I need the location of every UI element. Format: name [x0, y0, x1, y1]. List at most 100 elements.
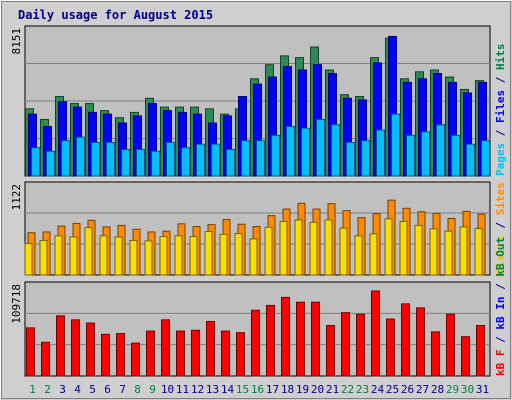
bar-pages-day-20 [316, 118, 325, 177]
x-tick-label-5: 5 [89, 383, 96, 396]
bar-pages-day-1 [31, 147, 40, 177]
bar-pages-day-17 [271, 134, 280, 177]
bar-visits-day-19 [294, 219, 303, 276]
bar-kb-f-day-9 [146, 330, 155, 377]
series-legend-label: kB F / kB In / kB Out [494, 237, 507, 376]
bar-pages-day-12 [196, 143, 205, 177]
bar-kb-f-day-11 [176, 330, 185, 377]
bar-visits-day-6 [99, 235, 108, 276]
x-tick-label-17: 17 [266, 383, 279, 396]
x-tick-label-12: 12 [191, 383, 204, 396]
legend-part: Files [494, 90, 507, 123]
x-tick-label-6: 6 [104, 383, 111, 396]
bar-visits-day-4 [69, 236, 78, 276]
bar-visits-day-9 [144, 240, 153, 276]
bar-pages-day-15 [241, 140, 250, 177]
bar-visits-day-3 [54, 235, 63, 276]
bar-kb-f-day-26 [401, 303, 410, 377]
bar-kb-f-day-13 [206, 320, 215, 377]
bar-visits-day-2 [39, 239, 48, 276]
series-legend-label: Visits / Sites [494, 182, 507, 275]
bar-pages-day-29 [451, 134, 460, 177]
x-tick-label-24: 24 [371, 383, 385, 396]
y-max-label: 109718 [10, 284, 23, 324]
bar-visits-day-16 [249, 238, 258, 276]
bar-visits-day-12 [189, 236, 198, 276]
bar-kb-f-day-27 [416, 307, 425, 377]
bar-visits-day-31 [474, 227, 483, 276]
bar-visits-day-26 [399, 220, 408, 276]
legend-part: / [494, 277, 507, 297]
legend-part: / [494, 215, 507, 235]
bar-kb-f-day-4 [71, 319, 80, 377]
bar-visits-day-25 [384, 218, 393, 276]
bar-pages-day-5 [91, 141, 100, 177]
x-tick-label-10: 10 [161, 383, 174, 396]
bar-pages-day-9 [151, 150, 160, 177]
bar-visits-day-18 [279, 220, 288, 276]
panel-kbytes: 109718 kB F / kB In / kB Out [10, 237, 507, 377]
bar-pages-day-13 [211, 143, 220, 177]
bar-kb-f-day-17 [266, 304, 275, 377]
x-tick-label-9: 9 [149, 383, 156, 396]
bar-pages-day-11 [181, 147, 190, 177]
x-tick-label-4: 4 [74, 383, 81, 396]
bar-visits-day-28 [429, 228, 438, 276]
bar-kb-f-day-7 [116, 332, 125, 377]
bar-pages-day-31 [481, 140, 490, 177]
x-tick-label-16: 16 [251, 383, 264, 396]
x-axis-day-labels: 1 2 3 4 5 6 7 8 9 10 11 12 13 14 15 16 17 18 19 20 21 22 23 24 2… [29, 383, 489, 396]
bar-pages-day-26 [406, 134, 415, 177]
bar-visits-day-22 [339, 227, 348, 276]
x-tick-label-18: 18 [281, 383, 294, 396]
bar-kb-f-day-10 [161, 319, 170, 377]
bar-pages-day-24 [376, 129, 385, 177]
bar-pages-day-16 [256, 140, 265, 177]
x-tick-label-28: 28 [431, 383, 444, 396]
x-tick-label-20: 20 [311, 383, 324, 396]
bar-visits-day-23 [354, 235, 363, 276]
y-max-label: 8151 [10, 28, 23, 55]
bar-kb-f-day-22 [341, 312, 350, 377]
bar-visits-day-30 [459, 226, 468, 276]
bar-kb-f-day-31 [476, 324, 485, 377]
x-tick-label-2: 2 [44, 383, 51, 396]
legend-part: Visits [494, 235, 507, 275]
x-tick-label-30: 30 [461, 383, 474, 396]
bar-pages-day-18 [286, 126, 295, 177]
x-tick-label-11: 11 [176, 383, 189, 396]
bar-visits-day-15 [234, 233, 243, 276]
x-tick-label-8: 8 [134, 383, 141, 396]
bar-pages-day-22 [346, 141, 355, 177]
legend-part: / [494, 330, 507, 350]
bar-pages-day-21 [331, 124, 340, 177]
x-tick-label-15: 15 [236, 383, 249, 396]
bar-visits-day-21 [324, 219, 333, 276]
bar-kb-f-day-8 [131, 342, 140, 377]
bar-kb-f-day-20 [311, 301, 320, 377]
x-tick-label-14: 14 [221, 383, 235, 396]
legend-part: kB In [494, 297, 507, 330]
y-max-label: 1122 [10, 184, 23, 211]
x-tick-label-23: 23 [356, 383, 369, 396]
legend-part: kB F [494, 350, 507, 377]
bar-pages-day-14 [226, 149, 235, 177]
bar-visits-day-11 [174, 235, 183, 276]
bar-visits-day-24 [369, 233, 378, 276]
bar-kb-f-day-25 [386, 318, 395, 377]
bar-visits-day-13 [204, 231, 213, 276]
x-tick-label-25: 25 [386, 383, 399, 396]
bar-visits-day-20 [309, 221, 318, 276]
bar-kb-f-day-12 [191, 329, 200, 377]
bar-kb-f-day-29 [446, 313, 455, 377]
bar-kb-f-day-5 [86, 322, 95, 377]
bar-pages-day-19 [301, 127, 310, 177]
bar-visits-day-17 [264, 226, 273, 276]
bar-kb-f-day-14 [221, 330, 230, 377]
bar-kb-f-day-1 [26, 327, 35, 377]
x-tick-label-22: 22 [341, 383, 354, 396]
bar-kb-f-day-3 [56, 315, 65, 377]
x-tick-label-29: 29 [446, 383, 459, 396]
x-tick-label-31: 31 [476, 383, 489, 396]
